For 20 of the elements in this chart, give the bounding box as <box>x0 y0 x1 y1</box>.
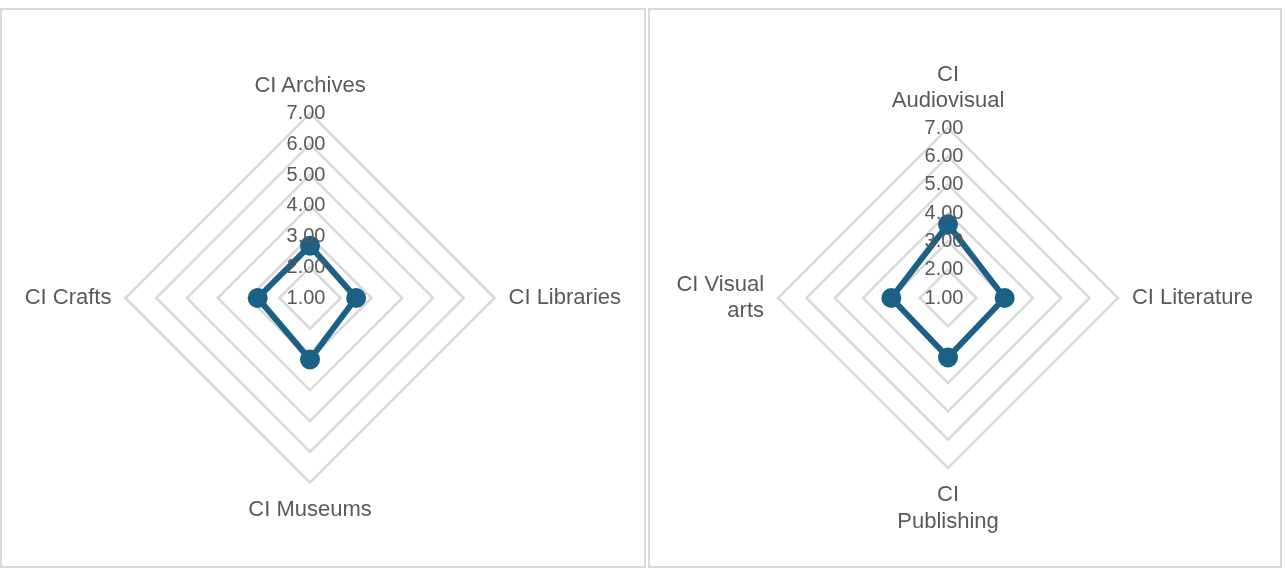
spoke-label: CI Archives <box>254 72 366 98</box>
y-tick-label: 5.00 <box>286 162 326 185</box>
y-tick-label: 1.00 <box>286 285 326 308</box>
y-tick-label: 1.00 <box>924 285 964 308</box>
y-tick-label: 6.00 <box>924 143 964 166</box>
y-tick-label: 6.00 <box>286 131 326 154</box>
y-tick-label: 2.00 <box>924 257 964 280</box>
y-tick-label: 3.00 <box>286 224 326 247</box>
spoke-label: CI Museums <box>248 495 372 521</box>
y-tick-label: 7.00 <box>286 101 326 123</box>
y-tick-label: 5.00 <box>924 172 964 195</box>
y-tick-label: 4.00 <box>286 193 326 216</box>
y-tick-label: 4.00 <box>924 200 964 223</box>
spoke-label: CI Audiovisual <box>891 60 1005 112</box>
spoke-label: CI Literature <box>1131 284 1254 310</box>
y-tick-label: 7.00 <box>924 115 964 138</box>
spoke-label: CI Publishing <box>897 481 999 533</box>
spoke-label: CI Libraries <box>508 284 621 310</box>
spoke-label: CI Visual arts <box>676 270 765 323</box>
spoke-label: CI Crafts <box>24 284 112 310</box>
